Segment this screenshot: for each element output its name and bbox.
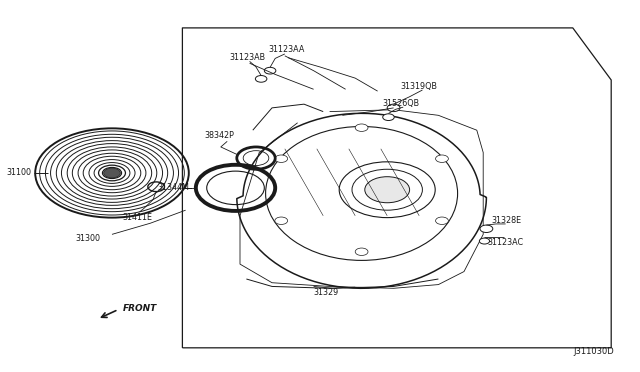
Text: J311030D: J311030D [573, 347, 614, 356]
Circle shape [275, 217, 287, 224]
Text: 31526QB: 31526QB [383, 99, 420, 108]
Circle shape [355, 124, 368, 131]
Circle shape [436, 155, 449, 163]
Text: 38342P: 38342P [205, 131, 235, 140]
Text: 31328E: 31328E [492, 216, 522, 225]
Circle shape [383, 114, 394, 121]
Circle shape [479, 238, 490, 244]
Text: 31411E: 31411E [123, 213, 153, 222]
Circle shape [104, 168, 120, 178]
Circle shape [480, 225, 493, 232]
Circle shape [275, 155, 287, 163]
Text: 31329: 31329 [314, 288, 339, 296]
Circle shape [436, 217, 449, 224]
Circle shape [264, 67, 276, 74]
Text: 31100: 31100 [6, 169, 31, 177]
Text: 31300: 31300 [76, 234, 100, 243]
Text: 31123AC: 31123AC [488, 238, 524, 247]
Text: 31344M: 31344M [157, 183, 189, 192]
Ellipse shape [102, 167, 122, 179]
Text: 31319QB: 31319QB [400, 82, 437, 91]
Text: FRONT: FRONT [123, 304, 157, 313]
Text: 31123AA: 31123AA [269, 45, 305, 54]
Circle shape [355, 248, 368, 256]
Circle shape [255, 76, 267, 82]
Circle shape [387, 104, 400, 112]
Circle shape [365, 177, 410, 203]
Text: 31123AB: 31123AB [229, 53, 265, 62]
